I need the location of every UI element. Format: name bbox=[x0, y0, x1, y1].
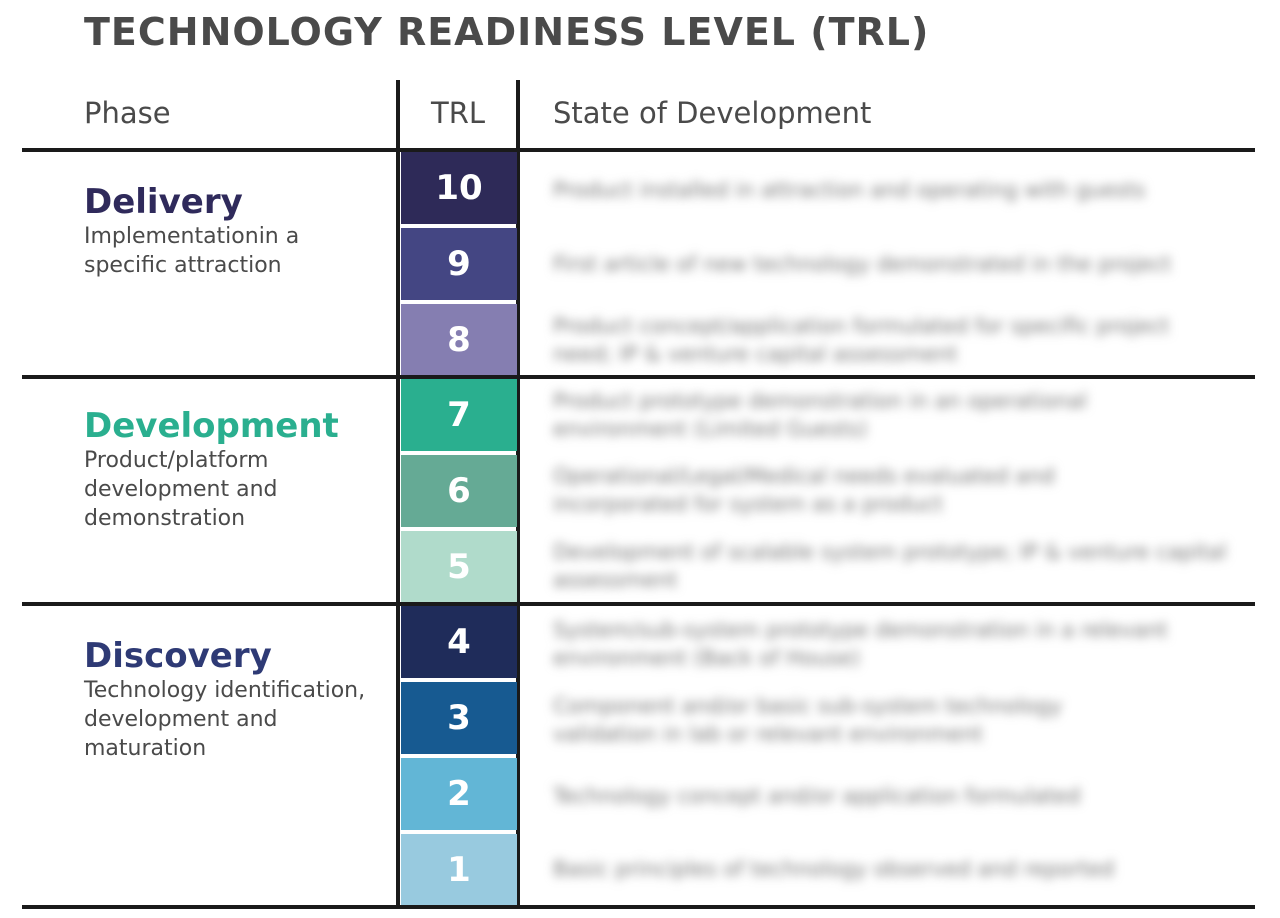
trl-cell-1: 1 bbox=[401, 834, 517, 905]
state-trl-3: Component and/or basic sub-system techno… bbox=[553, 694, 1062, 746]
trl-cell-3: 3 bbox=[401, 682, 517, 754]
phase-development-name: Development bbox=[84, 406, 339, 446]
trl-cell-9: 9 bbox=[401, 228, 517, 300]
header-phase: Phase bbox=[84, 96, 171, 130]
state-trl-6: Operational/Legal/Medical needs evaluate… bbox=[553, 464, 1055, 516]
header-state: State of Development bbox=[553, 96, 872, 130]
trl-cell-4: 4 bbox=[401, 606, 517, 678]
phase-discovery-description: Technology identification, development a… bbox=[84, 678, 366, 761]
trl-cell-8: 8 bbox=[401, 304, 517, 375]
phase-delivery-description: Implementationin a specific attraction bbox=[84, 224, 300, 278]
state-trl-9: First article of new technology demonstr… bbox=[553, 252, 1172, 276]
state-trl-2: Technology concept and/or application fo… bbox=[553, 784, 1081, 808]
table-bottom-border bbox=[22, 905, 1255, 909]
trl-cell-2: 2 bbox=[401, 758, 517, 830]
header-divider bbox=[22, 148, 1255, 152]
phase-divider-development-discovery bbox=[22, 602, 1255, 606]
phase-development-description: Product/platform development and demonst… bbox=[84, 448, 278, 531]
state-trl-10: Product installed in attraction and oper… bbox=[553, 178, 1146, 202]
trl-cell-5: 5 bbox=[401, 531, 517, 602]
trl-cell-7: 7 bbox=[401, 379, 517, 451]
state-trl-8: Product concept/application formulated f… bbox=[553, 314, 1170, 366]
phase-discovery-name: Discovery bbox=[84, 636, 272, 676]
phase-delivery: Delivery Implementationin a specific att… bbox=[84, 182, 384, 280]
phase-divider-delivery-development bbox=[22, 375, 1255, 379]
trl-cell-6: 6 bbox=[401, 455, 517, 527]
state-trl-4: System/sub-system prototype demonstratio… bbox=[553, 618, 1168, 670]
header-trl: TRL bbox=[430, 96, 486, 130]
phase-delivery-name: Delivery bbox=[84, 182, 243, 222]
page-title: TECHNOLOGY READINESS LEVEL (TRL) bbox=[84, 10, 930, 54]
trl-column-right-border bbox=[516, 80, 520, 909]
trl-column-left-border bbox=[396, 80, 400, 909]
phase-development: Development Product/platform development… bbox=[84, 406, 384, 533]
state-trl-5: Development of scalable system prototype… bbox=[553, 540, 1227, 592]
state-trl-1: Basic principles of technology observed … bbox=[553, 857, 1115, 881]
trl-cell-10: 10 bbox=[401, 152, 517, 224]
phase-discovery: Discovery Technology identification, dev… bbox=[84, 636, 384, 763]
state-trl-7: Product prototype demonstration in an op… bbox=[553, 389, 1088, 441]
